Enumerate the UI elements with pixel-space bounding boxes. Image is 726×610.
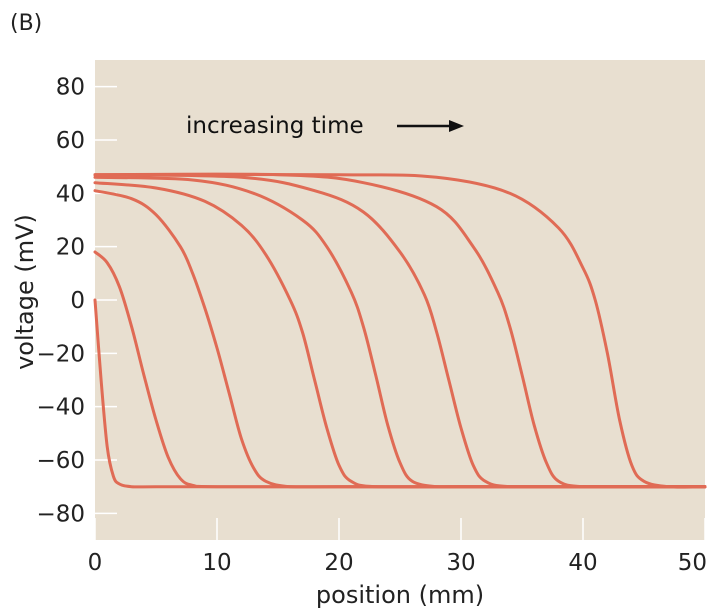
voltage-curves [93,172,707,489]
voltage-curve-5 [93,175,707,489]
y-tick-label: 40 [56,181,85,207]
y-tick-label: 20 [56,235,85,261]
x-axis-title: position (mm) [316,581,484,609]
x-tick-label: 30 [446,550,475,576]
x-tick-label: 20 [324,550,353,576]
annotation-label: increasing time [186,113,364,139]
y-tick-label: 0 [70,288,85,314]
y-tick-label: 80 [56,75,85,101]
time-arrow-icon [397,120,464,132]
y-axis-title: voltage (mV) [11,214,39,370]
x-tick-label: 10 [202,550,231,576]
voltage-curve-6 [93,173,707,489]
y-tick-label: −20 [36,341,85,367]
x-tick-label: 50 [678,550,707,576]
y-tick-label: −40 [36,395,85,421]
y-tick-label: 60 [56,128,85,154]
axis-ticks [94,85,706,540]
x-tick-label: 0 [88,550,103,576]
x-tick-label: 40 [568,550,597,576]
y-tick-label: −60 [36,448,85,474]
voltage-curve-8 [93,172,707,489]
y-tick-label: −80 [36,501,85,527]
voltage-curve-7 [93,172,707,489]
panel-label: (B) [10,11,42,36]
